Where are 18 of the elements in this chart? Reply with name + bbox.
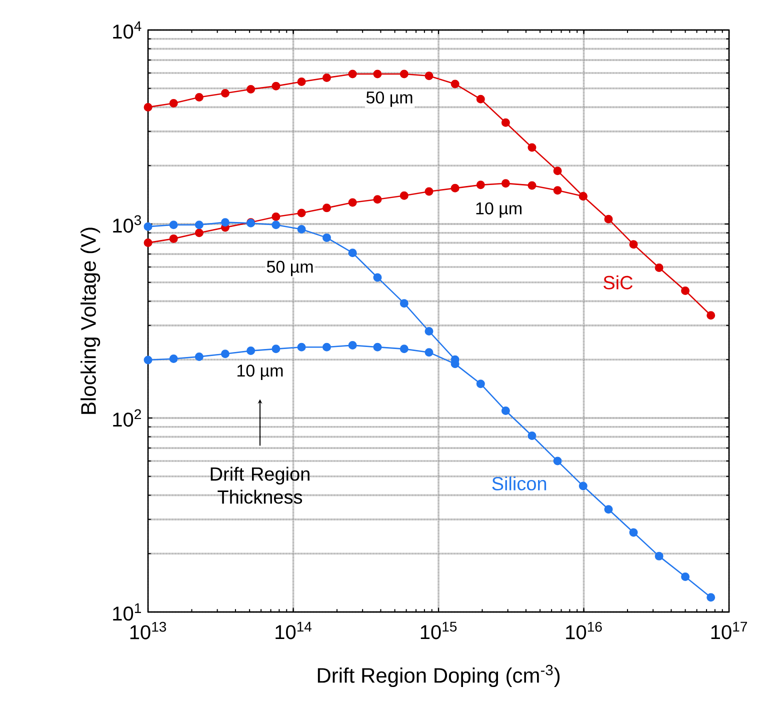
annotation: Drift Region Thickness xyxy=(210,466,310,504)
series-label: 10 µm xyxy=(238,364,283,380)
y-tick-label: 10$^{4}$ xyxy=(113,21,142,39)
series-label: 50 µm xyxy=(266,260,313,276)
x-tick-label: 10$^{15}$ xyxy=(420,622,457,640)
y-tick-label: 10$^{2}$ xyxy=(113,409,141,427)
x-tick-label: 10$^{16}$ xyxy=(566,622,602,640)
x-tick-label: 10$^{13}$ xyxy=(130,622,166,640)
y-tick-label: 10$^{1}$ xyxy=(113,603,141,621)
y-axis-title: Blocking Voltage (V) xyxy=(80,228,100,414)
x-tick-label: 10$^{17}$ xyxy=(711,622,747,640)
y-tick-label: 10$^{3}$ xyxy=(113,215,142,233)
annotation: Silicon xyxy=(492,476,546,490)
series-label: 10 µm xyxy=(476,202,522,218)
x-tick-label: 10$^{14}$ xyxy=(276,622,312,640)
series-label: 50 µm xyxy=(366,91,412,107)
annotation: SiC xyxy=(604,275,633,290)
x-axis-title: Drift Region Doping (cm$^{-3}$) xyxy=(318,664,560,688)
